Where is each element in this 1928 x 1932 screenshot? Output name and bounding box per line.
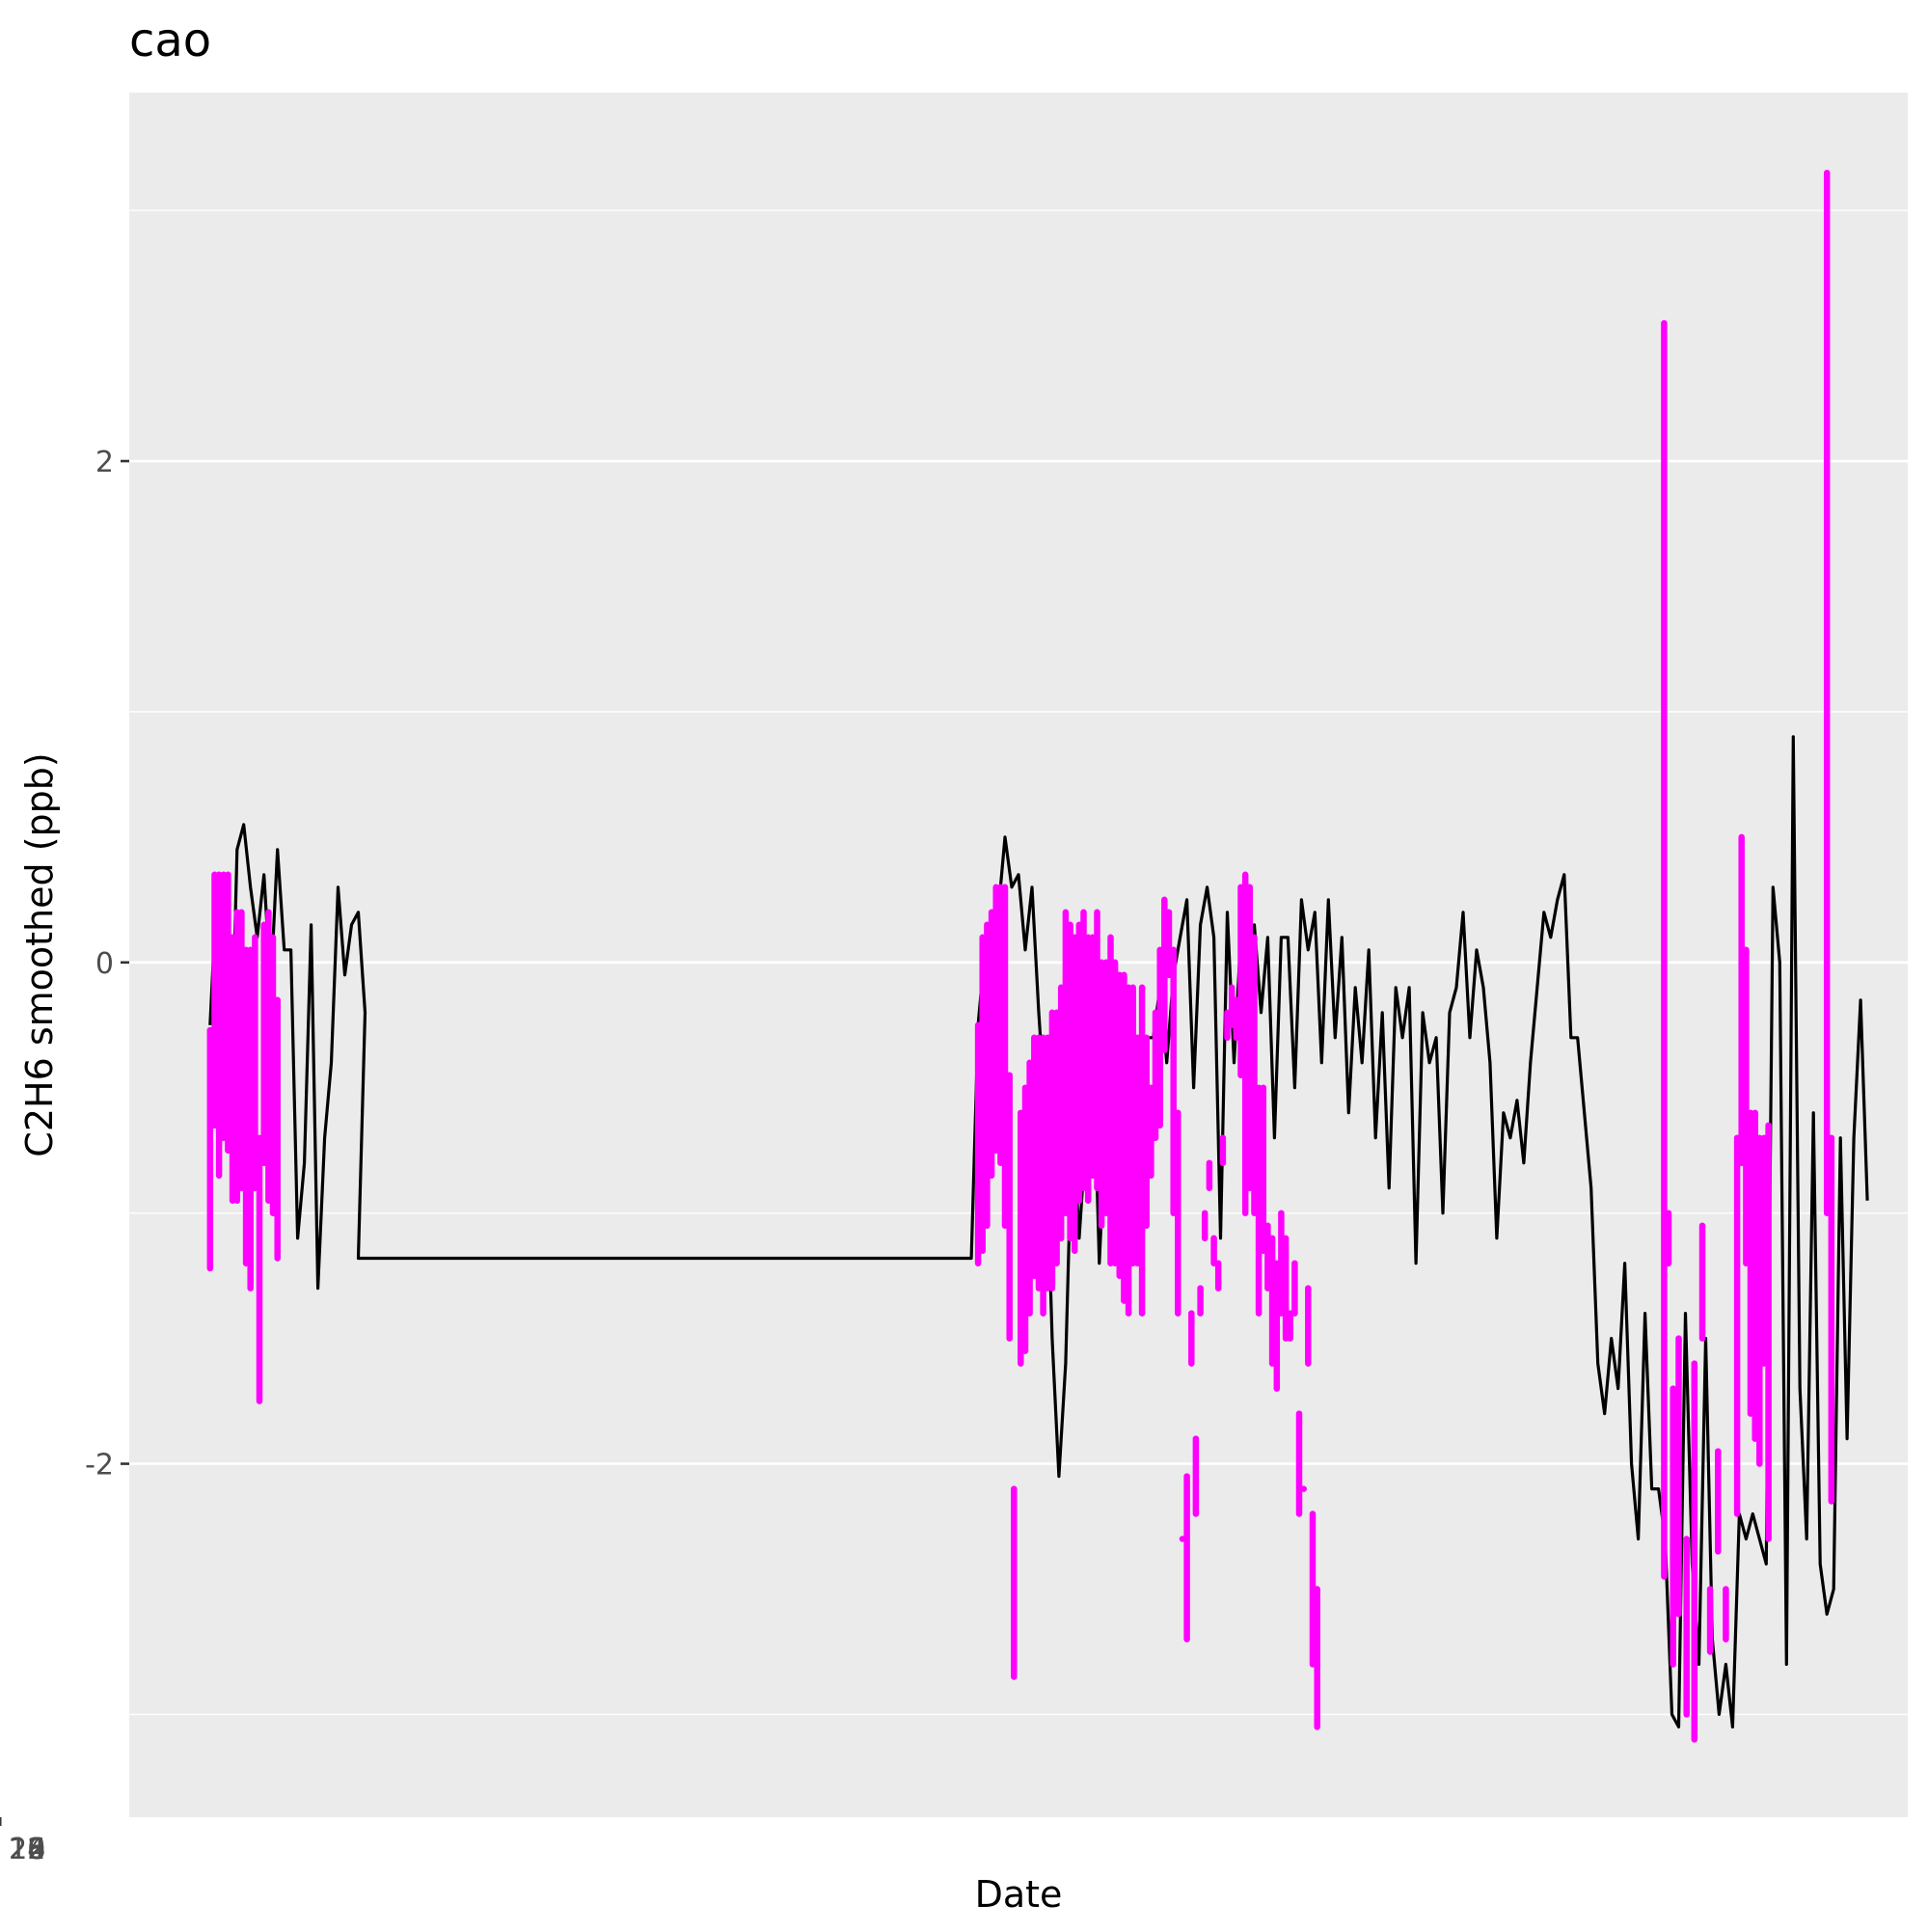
x-tick-label: Jun 22 xyxy=(0,1833,45,1866)
axis-ticks xyxy=(0,459,129,1826)
series-layer xyxy=(206,169,1869,1743)
y-tick-label: 0 xyxy=(95,947,114,981)
x-axis-title: Date xyxy=(975,1873,1063,1916)
major-gridlines xyxy=(0,93,1908,1817)
y-axis-title: C2H6 smoothed (ppb) xyxy=(18,752,61,1156)
x-tick-label: Jun 16 xyxy=(0,1833,45,1866)
plot-panel xyxy=(129,93,1908,1817)
y-tick-labels: 2 0 -2 xyxy=(85,446,114,1483)
x-tick-label: Jun 14 xyxy=(0,1833,45,1866)
x-tick-labels: Jun 14Jun 16Jun 18Jun 20Jun 22 xyxy=(0,1833,45,1866)
plot-title: cao xyxy=(129,14,211,68)
x-tick-label: Jun 20 xyxy=(0,1833,45,1866)
y-tick-label: -2 xyxy=(85,1449,114,1483)
y-tick-label: 2 xyxy=(95,446,114,479)
x-tick-label: Jun 18 xyxy=(0,1833,45,1866)
